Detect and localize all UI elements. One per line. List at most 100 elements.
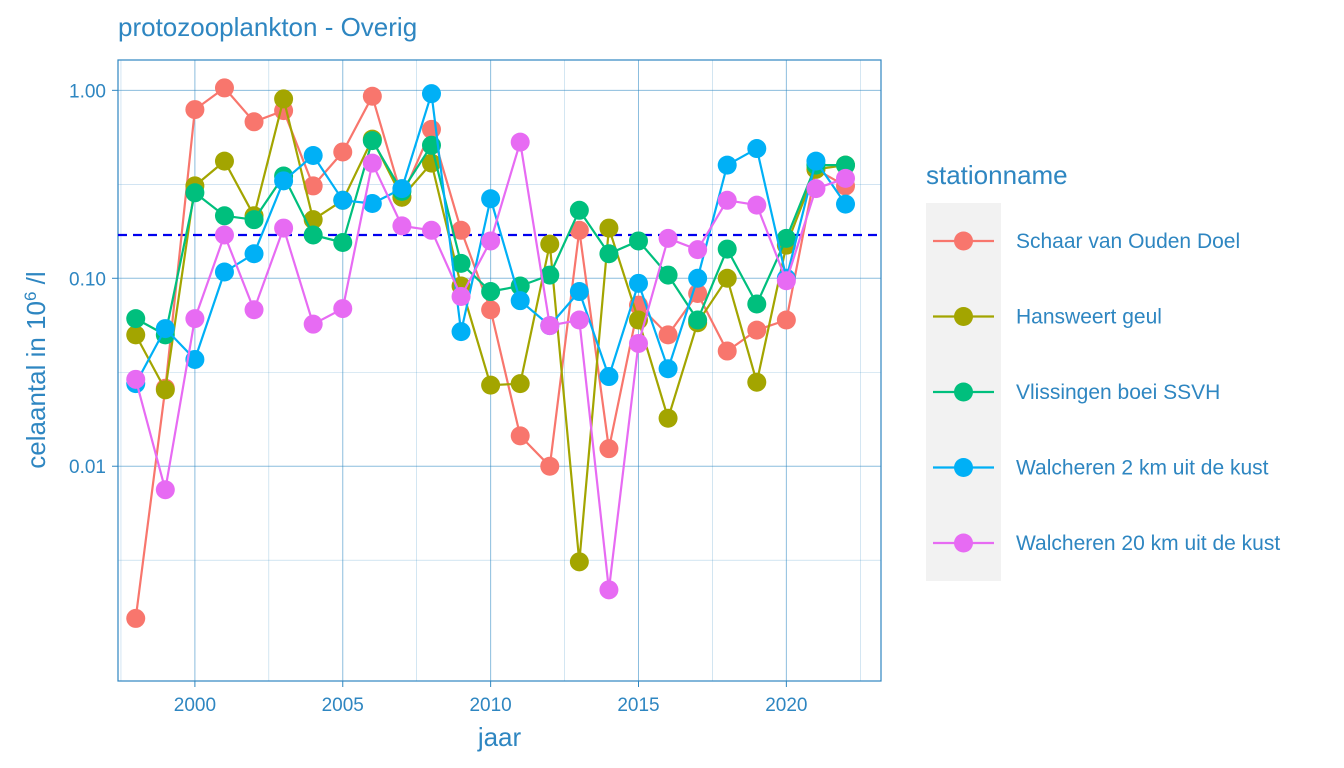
- data-point: [717, 190, 737, 210]
- data-point: [392, 179, 412, 199]
- data-point: [362, 86, 382, 106]
- legend: stationname Schaar van Ouden Doel Hanswee…: [926, 160, 1280, 581]
- data-point: [658, 228, 678, 248]
- x-axis-label: jaar: [477, 722, 522, 752]
- series-1: [126, 78, 856, 628]
- data-point: [451, 220, 471, 240]
- data-point: [599, 244, 619, 264]
- legend-label: Hansweert geul: [1016, 306, 1162, 329]
- data-point: [658, 359, 678, 379]
- data-point: [510, 291, 530, 311]
- series-5: [126, 132, 856, 600]
- data-point: [333, 233, 353, 253]
- data-point: [717, 341, 737, 361]
- data-point: [806, 179, 826, 199]
- data-point: [155, 380, 175, 400]
- legend-item: Schaar van Ouden Doel: [933, 230, 1240, 253]
- data-point: [510, 132, 530, 152]
- data-point: [540, 316, 560, 336]
- y-axis-label-suffix: /l: [21, 271, 51, 291]
- data-point: [274, 171, 294, 191]
- legend-item: Hansweert geul: [933, 306, 1162, 329]
- data-point: [747, 139, 767, 159]
- data-point: [244, 112, 264, 132]
- data-point: [599, 218, 619, 238]
- data-point: [569, 200, 589, 220]
- data-point: [540, 234, 560, 254]
- data-point: [126, 309, 146, 329]
- data-point: [214, 262, 234, 282]
- data-point: [481, 375, 501, 395]
- data-point: [688, 283, 708, 303]
- data-point: [333, 190, 353, 210]
- data-point: [836, 155, 856, 175]
- data-point: [717, 239, 737, 259]
- x-tick-label: 2000: [174, 695, 216, 716]
- data-point: [776, 310, 796, 330]
- data-point: [776, 271, 796, 291]
- data-point: [481, 300, 501, 320]
- data-point: [185, 349, 205, 369]
- data-point: [155, 480, 175, 500]
- data-point: [303, 146, 323, 166]
- legend-label: Walcheren 2 km uit de kust: [1016, 457, 1269, 480]
- legend-title: stationname: [926, 160, 1068, 190]
- data-point: [747, 195, 767, 215]
- y-axis-label-main: celaantal in 10: [21, 301, 51, 469]
- data-point: [836, 194, 856, 214]
- data-point: [776, 228, 796, 248]
- data-point: [185, 100, 205, 120]
- legend-key-point: [954, 458, 973, 477]
- data-point: [362, 193, 382, 213]
- legend-item: Vlissingen boei SSVH: [933, 381, 1220, 404]
- data-point: [806, 151, 826, 171]
- y-axis-label: celaantal in 106 /l: [21, 271, 52, 468]
- legend-key-point: [954, 231, 973, 251]
- data-point: [451, 322, 471, 342]
- data-point: [244, 300, 264, 320]
- data-point: [747, 294, 767, 314]
- x-tick-label: 2010: [469, 695, 511, 716]
- data-point: [569, 282, 589, 302]
- data-point: [628, 231, 648, 251]
- data-point: [362, 131, 382, 151]
- data-point: [214, 78, 234, 98]
- legend-items: Schaar van Ouden Doel Hansweert geul Vliss…: [933, 230, 1280, 555]
- data-point: [451, 286, 471, 306]
- data-point: [628, 333, 648, 353]
- data-point: [540, 456, 560, 476]
- data-point: [303, 225, 323, 245]
- legend-item: Walcheren 2 km uit de kust: [933, 457, 1269, 480]
- data-point: [244, 244, 264, 264]
- y-axis: 0.01 0.10 1.00: [69, 81, 118, 478]
- y-tick-label: 1.00: [69, 81, 106, 102]
- data-point: [599, 580, 619, 600]
- legend-label: Vlissingen boei SSVH: [1016, 381, 1220, 404]
- legend-item: Walcheren 20 km uit de kust: [933, 532, 1280, 555]
- data-point: [510, 426, 530, 446]
- data-point: [599, 439, 619, 459]
- legend-label: Walcheren 20 km uit de kust: [1016, 532, 1280, 555]
- x-tick-label: 2020: [765, 695, 807, 716]
- data-point: [333, 299, 353, 319]
- y-tick-label: 0.01: [69, 457, 106, 478]
- data-point: [214, 225, 234, 245]
- chart-title: protozooplankton - Overig: [118, 12, 417, 42]
- data-point: [451, 253, 471, 273]
- legend-key-point: [954, 307, 973, 326]
- data-point: [540, 265, 560, 285]
- data-point: [303, 314, 323, 334]
- x-tick-label: 2015: [617, 695, 659, 716]
- data-point: [747, 372, 767, 392]
- data-point: [274, 218, 294, 238]
- data-point: [274, 89, 294, 109]
- data-point: [126, 325, 146, 345]
- data-point: [481, 189, 501, 209]
- data-point: [362, 153, 382, 173]
- data-point: [688, 268, 708, 288]
- data-point: [658, 325, 678, 345]
- legend-key-point: [954, 533, 973, 553]
- data-point: [333, 142, 353, 162]
- y-tick-label: 0.10: [69, 269, 106, 290]
- plot-panel: [117, 59, 882, 682]
